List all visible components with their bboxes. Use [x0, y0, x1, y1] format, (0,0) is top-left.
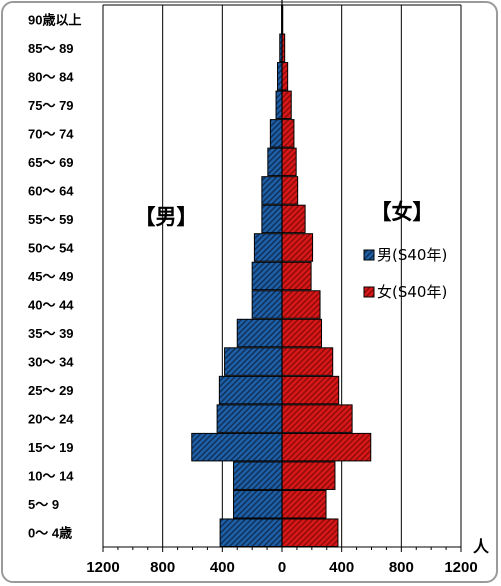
age-label: 10～ 14 [28, 469, 74, 484]
x-tick-label: 0 [278, 559, 286, 576]
legend-swatch-male [363, 249, 375, 261]
female-side-label: 【女】 [371, 200, 434, 224]
bar-female [281, 375, 340, 405]
x-tick-label: 1200 [86, 559, 119, 576]
legend-label-female: 女(S40年) [377, 283, 447, 301]
bar-male [269, 119, 283, 148]
bar-female [281, 261, 312, 291]
bar-male [224, 347, 283, 376]
bar-female [281, 432, 372, 462]
bar-male [216, 404, 283, 433]
bar-male [275, 90, 283, 120]
bar-female [281, 147, 297, 177]
bar-female [281, 461, 336, 490]
age-label: 35～ 39 [28, 326, 74, 341]
bar-female [281, 119, 295, 148]
bar-female [281, 62, 289, 91]
legend-swatch-female [363, 286, 375, 298]
bar-female [281, 233, 314, 262]
bar-female [281, 290, 321, 319]
age-label: 0～ 4歳 [28, 526, 72, 541]
age-label: 45～ 49 [28, 269, 74, 284]
bar-female [281, 347, 334, 376]
age-label: 20～ 24 [28, 412, 74, 427]
age-label: 15～ 19 [28, 440, 74, 455]
age-label: 70～ 74 [28, 126, 74, 141]
age-label: 80～ 84 [28, 69, 74, 84]
bar-female [281, 318, 323, 348]
bar-male [253, 233, 283, 262]
bar-female [281, 204, 306, 234]
age-label: 50～ 54 [28, 240, 74, 255]
age-label: 25～ 29 [28, 383, 74, 398]
bar-female [281, 489, 327, 519]
age-label: 55～ 59 [28, 212, 74, 227]
bar-male [219, 518, 283, 548]
bar-female [281, 518, 339, 548]
age-label: 30～ 34 [28, 355, 74, 370]
bar-male [277, 62, 283, 91]
bar-female [281, 176, 299, 205]
x-tick-label: 400 [329, 559, 354, 576]
bar-male [233, 461, 283, 490]
age-label: 40～ 44 [28, 298, 74, 313]
bar-male [236, 318, 283, 348]
male-side-label: 【男】 [135, 205, 198, 229]
age-label: 5～ 9 [28, 497, 59, 512]
bar-male [261, 176, 283, 205]
bar-male [251, 261, 283, 291]
x-tick-label: 1200 [444, 559, 477, 576]
x-tick-label: 800 [150, 559, 175, 576]
age-label: 65～ 69 [28, 155, 74, 170]
age-label: 75～ 79 [28, 98, 74, 113]
x-tick-label: 800 [389, 559, 414, 576]
age-label: 60～ 64 [28, 183, 74, 198]
bar-male [233, 489, 283, 519]
legend-label-male: 男(S40年) [377, 246, 447, 264]
x-unit-label: 人 [473, 538, 490, 556]
bar-male [191, 432, 283, 462]
bar-female [281, 404, 353, 433]
bar-male [251, 290, 283, 319]
bar-male [267, 147, 283, 177]
bar-female [281, 90, 292, 120]
age-label: 90歳以上 [28, 12, 81, 27]
bar-male [218, 375, 283, 405]
x-tick-label: 400 [210, 559, 235, 576]
bar-male [261, 204, 283, 234]
age-label: 85～ 89 [28, 41, 74, 56]
